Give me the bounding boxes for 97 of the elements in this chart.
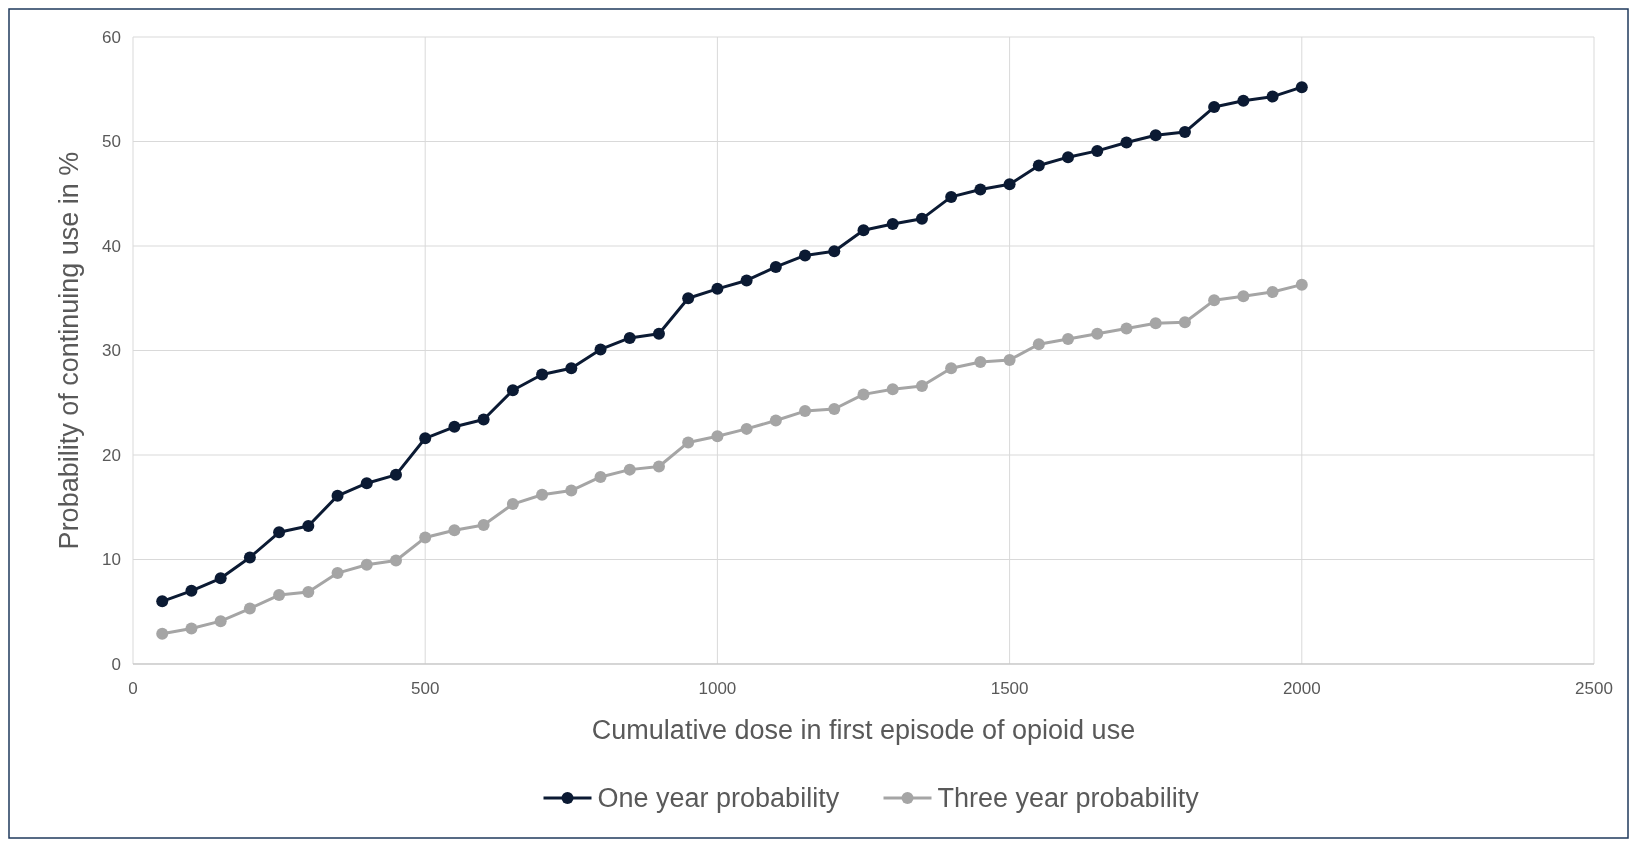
point <box>857 224 870 237</box>
x-tick-label: 1500 <box>990 679 1029 698</box>
point <box>886 218 899 231</box>
x-axis-title: Cumulative dose in first episode of opioid use <box>591 715 1136 745</box>
point <box>1120 136 1133 149</box>
point <box>1149 129 1162 142</box>
point <box>1062 333 1075 346</box>
point <box>331 489 344 502</box>
point <box>331 567 344 580</box>
point <box>506 498 519 511</box>
point <box>740 422 753 435</box>
point <box>419 531 432 544</box>
point <box>1266 285 1279 298</box>
y-tick-label: 10 <box>102 550 121 570</box>
point <box>389 554 402 567</box>
point <box>799 405 812 418</box>
point <box>273 526 286 539</box>
point <box>1062 151 1075 164</box>
point <box>1091 327 1104 340</box>
x-tick-label: 2000 <box>1282 679 1321 698</box>
point <box>799 249 812 262</box>
point <box>1208 294 1221 307</box>
legend-label: Three year probability <box>937 783 1200 814</box>
point <box>915 212 928 225</box>
point <box>1032 338 1045 351</box>
point <box>915 380 928 393</box>
point <box>652 327 665 340</box>
point <box>389 468 402 481</box>
point <box>1295 278 1308 291</box>
point <box>1003 353 1016 366</box>
point <box>1237 94 1250 107</box>
point <box>565 362 578 375</box>
point <box>1120 322 1133 335</box>
point <box>477 413 490 426</box>
point <box>1178 316 1191 329</box>
x-tick-label: 0 <box>128 679 138 698</box>
point <box>594 343 607 356</box>
point <box>214 615 227 628</box>
point <box>945 362 958 375</box>
point <box>740 274 753 287</box>
point <box>1237 290 1250 303</box>
y-tick-label: 60 <box>102 27 121 47</box>
point <box>302 585 315 598</box>
point <box>1091 144 1104 157</box>
point <box>448 420 461 433</box>
point <box>828 403 841 416</box>
point <box>974 356 987 368</box>
point <box>448 524 461 537</box>
point <box>682 436 695 449</box>
point <box>711 282 724 295</box>
point <box>536 488 549 501</box>
point <box>1003 178 1016 191</box>
point <box>1032 159 1045 172</box>
point <box>1178 126 1191 139</box>
x-tick-label: 1000 <box>698 679 737 698</box>
point <box>243 551 256 564</box>
point <box>623 463 636 476</box>
point <box>185 584 198 597</box>
y-tick-label: 20 <box>102 445 121 465</box>
y-axis-title: Probability of continuing use in % <box>54 151 84 550</box>
point <box>360 558 373 571</box>
point <box>623 331 636 344</box>
point <box>185 622 198 635</box>
point <box>594 470 607 483</box>
point <box>302 520 315 533</box>
point <box>565 484 578 497</box>
point <box>886 383 899 396</box>
point <box>1295 81 1308 94</box>
point <box>419 432 432 445</box>
legend-label: One year probability <box>597 783 840 814</box>
point <box>711 430 724 443</box>
point <box>945 190 958 203</box>
y-tick-label: 50 <box>102 132 121 152</box>
point <box>156 595 169 608</box>
point <box>273 589 286 602</box>
point <box>243 602 256 615</box>
point <box>1266 90 1279 103</box>
point <box>652 460 665 473</box>
point <box>682 292 695 305</box>
point <box>214 572 227 585</box>
point <box>857 388 870 401</box>
point <box>506 384 519 397</box>
point <box>828 245 841 258</box>
point <box>477 519 490 532</box>
point <box>1208 101 1221 114</box>
x-tick-label: 2500 <box>1575 679 1613 698</box>
point <box>536 368 549 381</box>
x-tick-label: 500 <box>411 679 440 698</box>
y-tick-label: 0 <box>111 654 121 674</box>
y-tick-label: 40 <box>102 236 121 256</box>
point <box>974 183 987 196</box>
point <box>360 477 373 490</box>
point <box>1149 317 1162 330</box>
point <box>769 260 782 273</box>
point <box>156 627 169 640</box>
y-tick-label: 30 <box>102 341 121 361</box>
point <box>769 414 782 427</box>
